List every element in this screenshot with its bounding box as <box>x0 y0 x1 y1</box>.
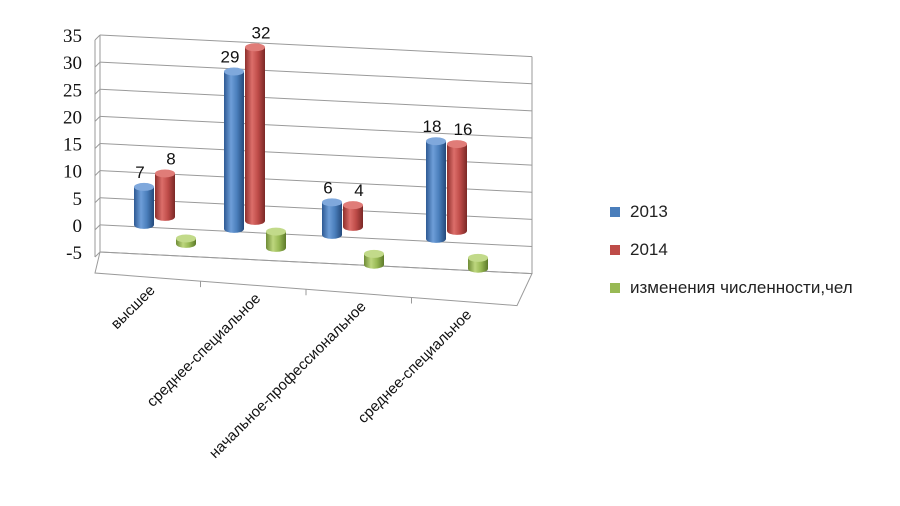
bar-0-3 <box>426 137 446 243</box>
data-label: 7 <box>135 163 144 182</box>
side-wall-tick <box>94 34 101 41</box>
bar-1-3 <box>447 140 467 235</box>
side-wall-tick <box>94 224 101 231</box>
bar-1-0 <box>155 169 175 221</box>
gridline <box>99 34 533 58</box>
data-label: 32 <box>252 23 271 42</box>
y-tick-label: 0 <box>73 216 83 237</box>
gridline <box>99 115 533 139</box>
bar-body <box>426 141 446 243</box>
data-label: 8 <box>166 149 175 168</box>
bar-top <box>364 249 384 258</box>
legend-item-change: изменения численности,чел <box>610 276 895 300</box>
legend-item-2013: 2013 <box>610 200 895 224</box>
bar-top <box>447 140 467 149</box>
gridline <box>99 61 533 85</box>
bar-top <box>134 182 154 191</box>
y-tick-label: -5 <box>66 243 82 264</box>
bar-body <box>447 144 467 235</box>
bar-body <box>245 47 265 225</box>
bar-top <box>224 67 244 76</box>
bar-top <box>426 137 446 146</box>
x-tick-label: высшее <box>108 282 159 333</box>
bar-2-3 <box>468 253 488 273</box>
bar-top <box>245 43 265 52</box>
data-label: 29 <box>221 48 240 67</box>
bar-0-0 <box>134 182 154 229</box>
y-tick-label: 30 <box>63 53 82 74</box>
legend-swatch-change <box>610 283 620 293</box>
y-tick-label: 15 <box>63 135 82 156</box>
gridline <box>99 224 533 247</box>
legend-label-change: изменения численности,чел <box>630 278 853 297</box>
bar-top <box>468 253 488 262</box>
side-wall-tick <box>94 143 101 149</box>
bar-1-2 <box>343 201 363 231</box>
data-label: 18 <box>423 117 442 136</box>
bar-0-2 <box>322 198 342 239</box>
bar-1-1 <box>245 43 265 225</box>
gridline <box>99 88 533 112</box>
bar-top <box>266 227 286 236</box>
bar-body <box>322 202 342 239</box>
bar-top <box>155 169 175 178</box>
bar-top <box>343 201 363 210</box>
bar-2-2 <box>364 249 384 269</box>
data-label: 4 <box>354 181 363 200</box>
legend: 2013 2014 изменения численности,чел <box>610 200 895 314</box>
y-tick-label: 5 <box>73 189 83 210</box>
floor <box>94 251 533 307</box>
data-label: 6 <box>323 178 332 197</box>
bar-2-0 <box>176 234 196 248</box>
bar-body <box>224 71 244 233</box>
bar-top <box>176 234 196 243</box>
side-wall-tick <box>94 170 101 176</box>
bar-body <box>468 257 488 273</box>
bar-2-1 <box>266 227 286 252</box>
side-wall-tick <box>94 116 101 122</box>
data-label: 16 <box>454 120 473 139</box>
bar-body <box>364 253 384 269</box>
gridline <box>99 143 533 166</box>
bar-body <box>134 186 154 229</box>
legend-swatch-2013 <box>610 207 620 217</box>
bar-body <box>343 205 363 231</box>
bar-body <box>266 231 286 252</box>
bar-0-1 <box>224 67 244 233</box>
y-tick-label: 10 <box>63 162 82 183</box>
legend-label-2014: 2014 <box>630 240 668 259</box>
side-wall-tick <box>94 197 101 204</box>
bar-body <box>155 173 175 221</box>
side-wall-tick <box>94 251 101 258</box>
side-wall-tick <box>94 88 101 95</box>
legend-label-2013: 2013 <box>630 202 668 221</box>
x-tick-label: среднее-специальное <box>355 306 475 426</box>
y-tick-label: 20 <box>63 107 82 128</box>
legend-item-2014: 2014 <box>610 238 895 262</box>
legend-swatch-2014 <box>610 245 620 255</box>
x-tick-label: среднее-специальное <box>144 290 264 410</box>
y-tick-label: 35 <box>63 26 82 47</box>
side-wall-tick <box>94 61 101 68</box>
y-tick-label: 25 <box>63 80 82 101</box>
bar-top <box>322 198 342 207</box>
